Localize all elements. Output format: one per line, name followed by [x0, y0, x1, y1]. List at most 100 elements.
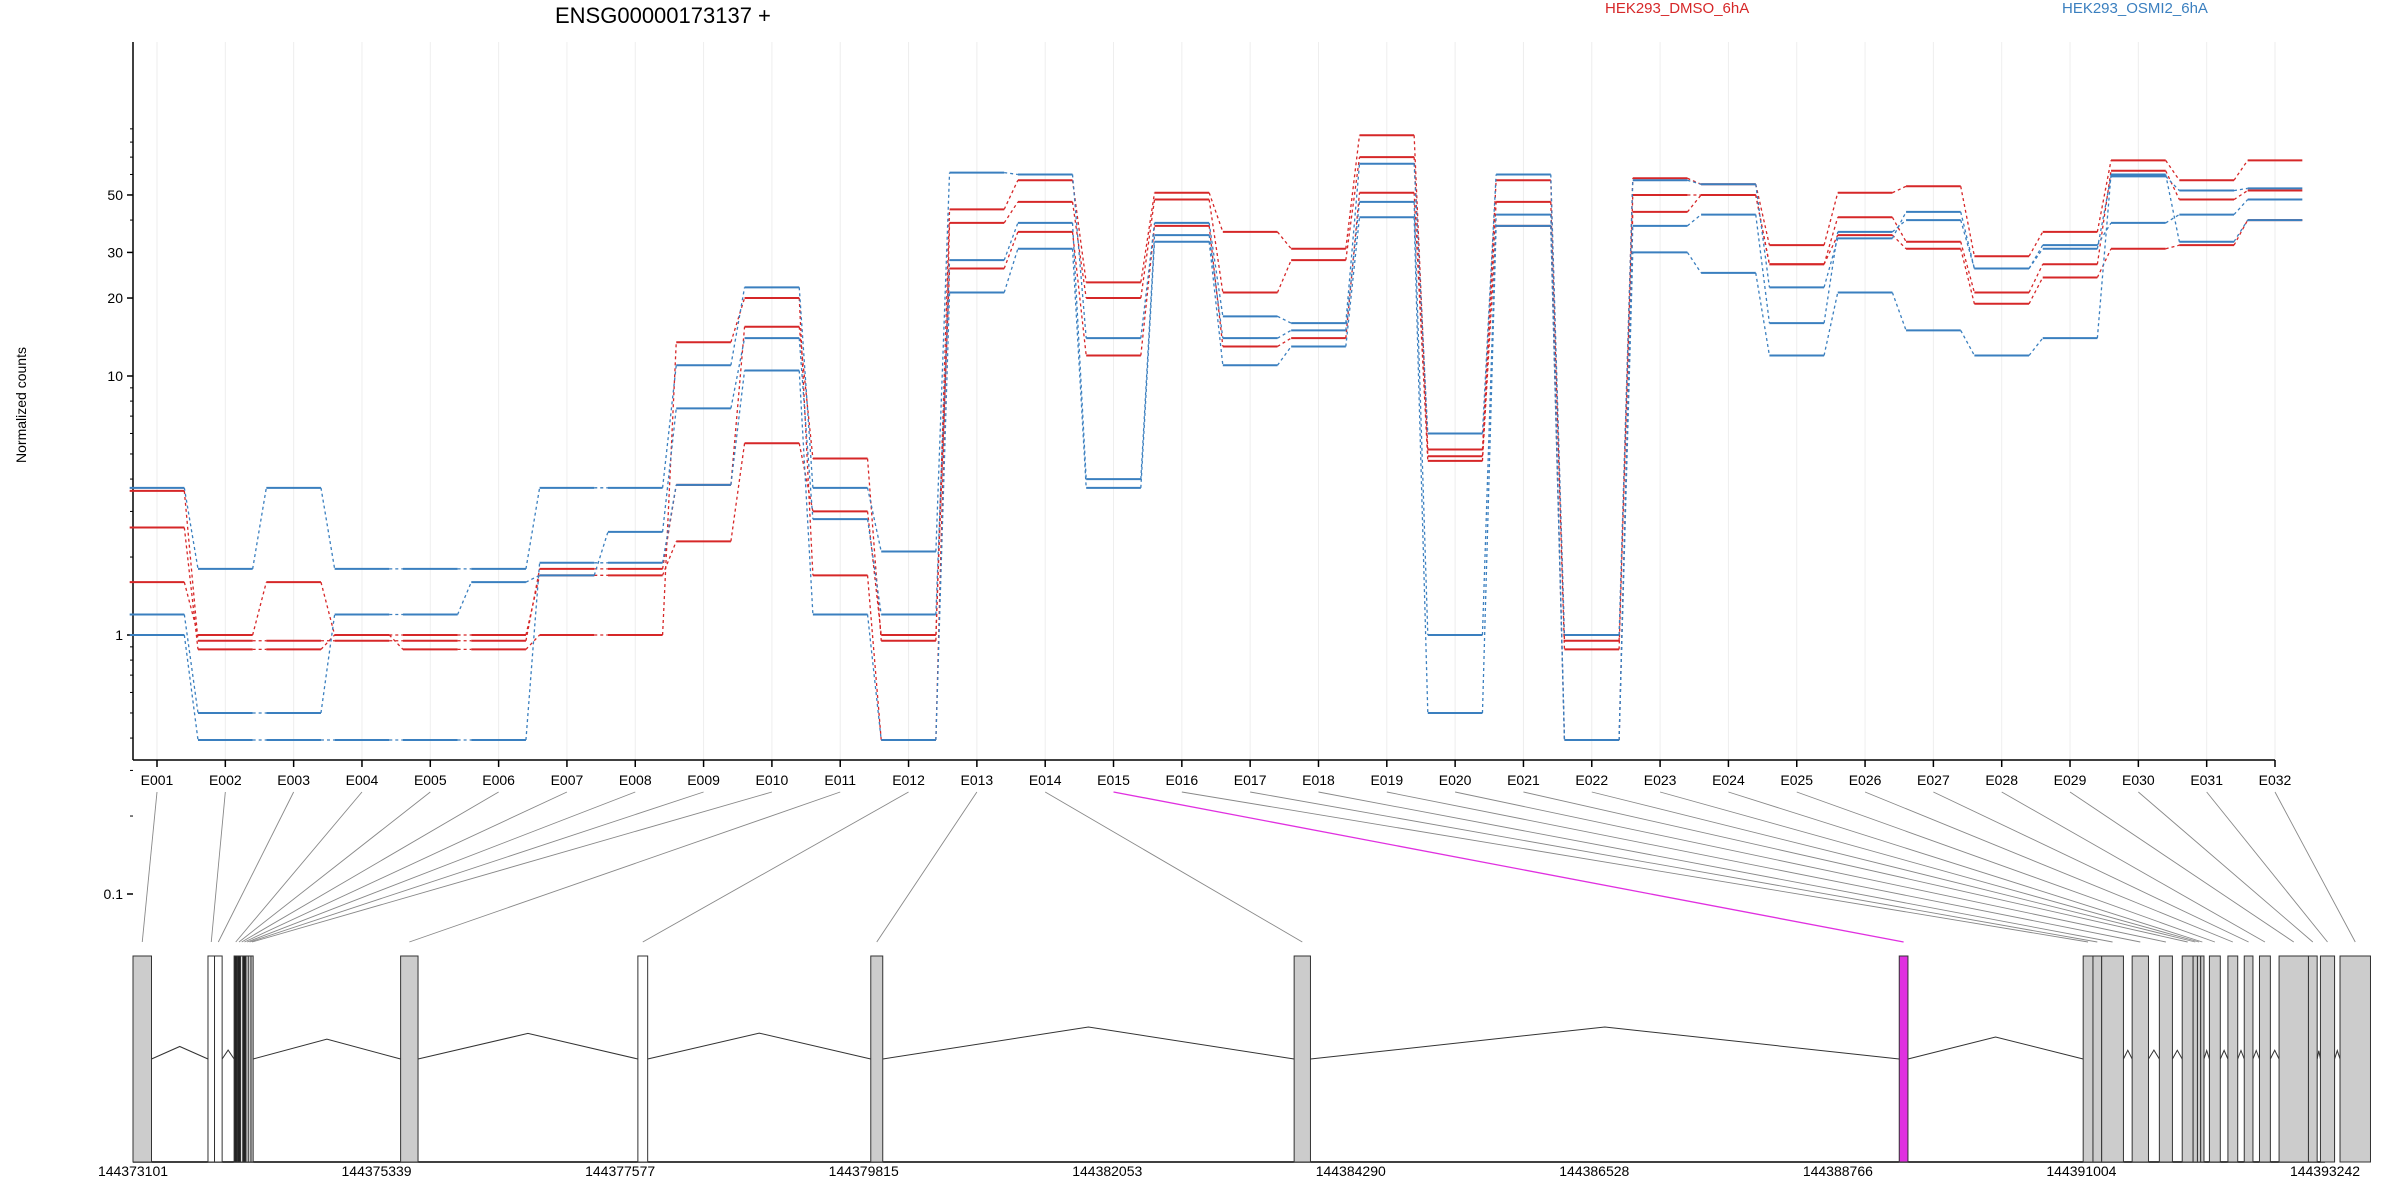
series-connector [1550, 174, 1566, 636]
x-tick-label-E007: E007 [551, 772, 584, 788]
series-connector [1277, 337, 1292, 348]
coord-tick-label: 144391004 [2046, 1163, 2116, 1179]
series-connector [2233, 187, 2248, 192]
series-connector [2096, 170, 2112, 265]
vertical-gridlines [156, 42, 2276, 760]
intron-line [2252, 1049, 2260, 1060]
exon-E013 [870, 955, 884, 1163]
connector-E013 [876, 791, 978, 943]
series-connector [2165, 244, 2180, 250]
x-tick-label-E022: E022 [1575, 772, 1608, 788]
legend-entry-osmi2: HEK293_OSMI2_6hA [2062, 0, 2208, 17]
series-connector [1755, 194, 1771, 265]
series-connector [798, 338, 814, 520]
intron-line [2203, 1048, 2210, 1060]
connector-E003 [217, 791, 295, 943]
x-tick-label-E011: E011 [824, 772, 856, 788]
series-connector [1071, 180, 1087, 283]
intron-line [2237, 1049, 2245, 1060]
connector-E011 [409, 791, 841, 943]
x-tick-label-E031: E031 [2190, 772, 2223, 788]
x-tick-label-E030: E030 [2122, 772, 2155, 788]
series-connector [730, 443, 746, 542]
series-connector [1823, 234, 1839, 265]
series-connector [1687, 177, 1702, 185]
series-connector [1755, 214, 1771, 324]
exon-E001 [132, 955, 153, 1163]
series-connector [2028, 231, 2044, 257]
series-connector [2233, 190, 2249, 201]
series-connector [1003, 201, 1019, 224]
connector-E024 [1728, 791, 2203, 943]
coord-tick-label: 144379815 [829, 1163, 899, 1179]
series-connector [1550, 225, 1566, 741]
coord-tick-label: 144393242 [2290, 1163, 2360, 1179]
x-tick-label-E029: E029 [2054, 772, 2087, 788]
series-connector [1276, 346, 1292, 366]
connector-E009 [249, 791, 704, 943]
connector-E017 [1250, 791, 2098, 943]
x-tick-label-E001: E001 [141, 772, 174, 788]
intron-line [1310, 1026, 1900, 1060]
series-connector [1208, 241, 1224, 366]
series-connector [1686, 194, 1702, 213]
series-connector [1960, 330, 1975, 356]
series-connector [388, 634, 404, 650]
series-connector [320, 487, 336, 569]
series-connector [1550, 201, 1566, 650]
intron-line [2334, 1048, 2341, 1060]
series-connector [1276, 259, 1292, 293]
exon-E025 [2208, 955, 2221, 1163]
series-connector [935, 260, 951, 615]
series-connector [320, 634, 336, 650]
series-connector [1140, 222, 1156, 339]
series-HEK293_DMSO_6hA-0 [129, 134, 2303, 642]
connector-E005 [238, 791, 431, 943]
exon-E012 [637, 955, 649, 1163]
series-connector [1481, 201, 1497, 457]
x-tick-label-E003: E003 [277, 772, 310, 788]
x-tick-label-E032: E032 [2259, 772, 2292, 788]
y-axis: 0.1 1 10 20 30 50 [104, 42, 134, 902]
series-connector [798, 326, 814, 459]
series-connector [2165, 175, 2180, 192]
series-connector [2233, 219, 2249, 243]
x-tick-label-E025: E025 [1780, 772, 1813, 788]
series-connector [2096, 176, 2112, 249]
exon-E011 [400, 955, 419, 1163]
series-connector [1755, 272, 1771, 356]
series-connector [252, 487, 267, 569]
exon-E018 [2101, 955, 2124, 1163]
intron-line [882, 1026, 1295, 1060]
series-connector [2028, 244, 2044, 269]
x-tick-label-E019: E019 [1370, 772, 1403, 788]
series-connector [1481, 180, 1497, 450]
series-connector [1277, 329, 1292, 339]
series-connector [1550, 225, 1566, 741]
exon-E028 [2258, 955, 2271, 1163]
series-connector [1208, 222, 1224, 317]
series-connector [183, 487, 199, 569]
series-connector [798, 370, 814, 615]
exon-E029 [2278, 955, 2309, 1163]
x-tick-label-E004: E004 [346, 772, 379, 788]
connector-E008 [247, 791, 636, 943]
series-connector [183, 634, 199, 741]
series-connector [252, 581, 267, 636]
y-axis-label: Normalized counts [13, 347, 29, 463]
series-connector [1413, 192, 1429, 461]
series-connector [2096, 248, 2112, 278]
series-connector [525, 562, 541, 741]
x-tick-label-E012: E012 [892, 772, 925, 788]
series-connector [1687, 179, 1702, 185]
connector-E006 [241, 791, 499, 943]
series-connector [866, 487, 882, 552]
series-connector [2096, 174, 2112, 339]
intron-line [2316, 1050, 2321, 1060]
connector-E026 [1864, 791, 2233, 943]
connector-E019 [1386, 791, 2141, 943]
connector-E021 [1523, 791, 2188, 943]
chart-title: ENSG00000173137 + [555, 3, 771, 28]
series-connector [2096, 222, 2112, 246]
series-HEK293_OSMI2_6hA-5 [129, 173, 2303, 741]
